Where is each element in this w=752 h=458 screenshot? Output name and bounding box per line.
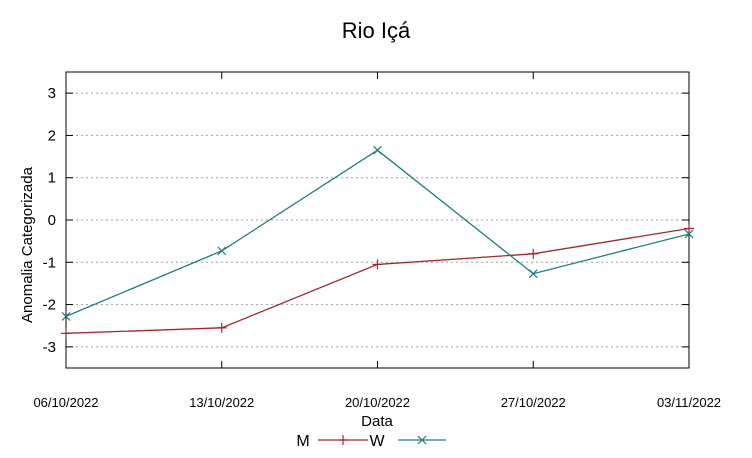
data-point-m [528, 248, 539, 259]
marker-stroke [61, 311, 71, 321]
y-tick-label: 0 [48, 212, 56, 229]
x-axis-ticks: 06/10/2022 13/10/2022 20/10/2022 27/10/2022… [33, 72, 721, 410]
y-tick-label: -2 [43, 297, 56, 314]
y-tick-label: 3 [48, 85, 56, 102]
y-axis-ticks: 3 2 1 0 -1 -2 -3 [43, 85, 689, 356]
y-tick-label: -3 [43, 339, 56, 356]
legend-label-m: M [296, 433, 309, 450]
chart-title: Rio Içá [342, 18, 411, 43]
data-point-w [61, 311, 71, 321]
series-line-m [65, 227, 690, 334]
data-point-w [528, 269, 538, 279]
x-tick-label: 13/10/2022 [189, 395, 254, 410]
marker-stroke [528, 269, 538, 279]
data-point-w [684, 229, 694, 239]
y-tick-label: -1 [43, 254, 56, 271]
x-tick-label: 20/10/2022 [345, 395, 410, 410]
y-tick-label: 1 [48, 170, 56, 187]
data-point-m [61, 328, 71, 339]
data-point-w [217, 246, 227, 256]
data-point-m [216, 322, 227, 333]
x-tick-label: 06/10/2022 [33, 395, 98, 410]
series-line-w [65, 149, 690, 318]
legend-marker-w [417, 435, 427, 445]
marker-stroke [217, 246, 227, 256]
series-group [61, 145, 694, 339]
x-tick-label: 03/11/2022 [657, 395, 721, 410]
legend-label-w: W [369, 433, 385, 450]
legend-marker-m [338, 435, 348, 445]
marker-stroke [417, 435, 427, 445]
x-tick-label: 27/10/2022 [501, 395, 566, 410]
data-point-m [372, 259, 383, 270]
marker-stroke [684, 229, 694, 239]
x-axis-label: Data [361, 413, 393, 430]
y-tick-label: 2 [48, 127, 56, 144]
marker-stroke [373, 145, 382, 155]
grid-lines [66, 92, 689, 348]
data-point-m [684, 223, 694, 234]
y-axis-label: Anomalia Categorizada [19, 166, 36, 323]
data-point-w [373, 145, 382, 155]
